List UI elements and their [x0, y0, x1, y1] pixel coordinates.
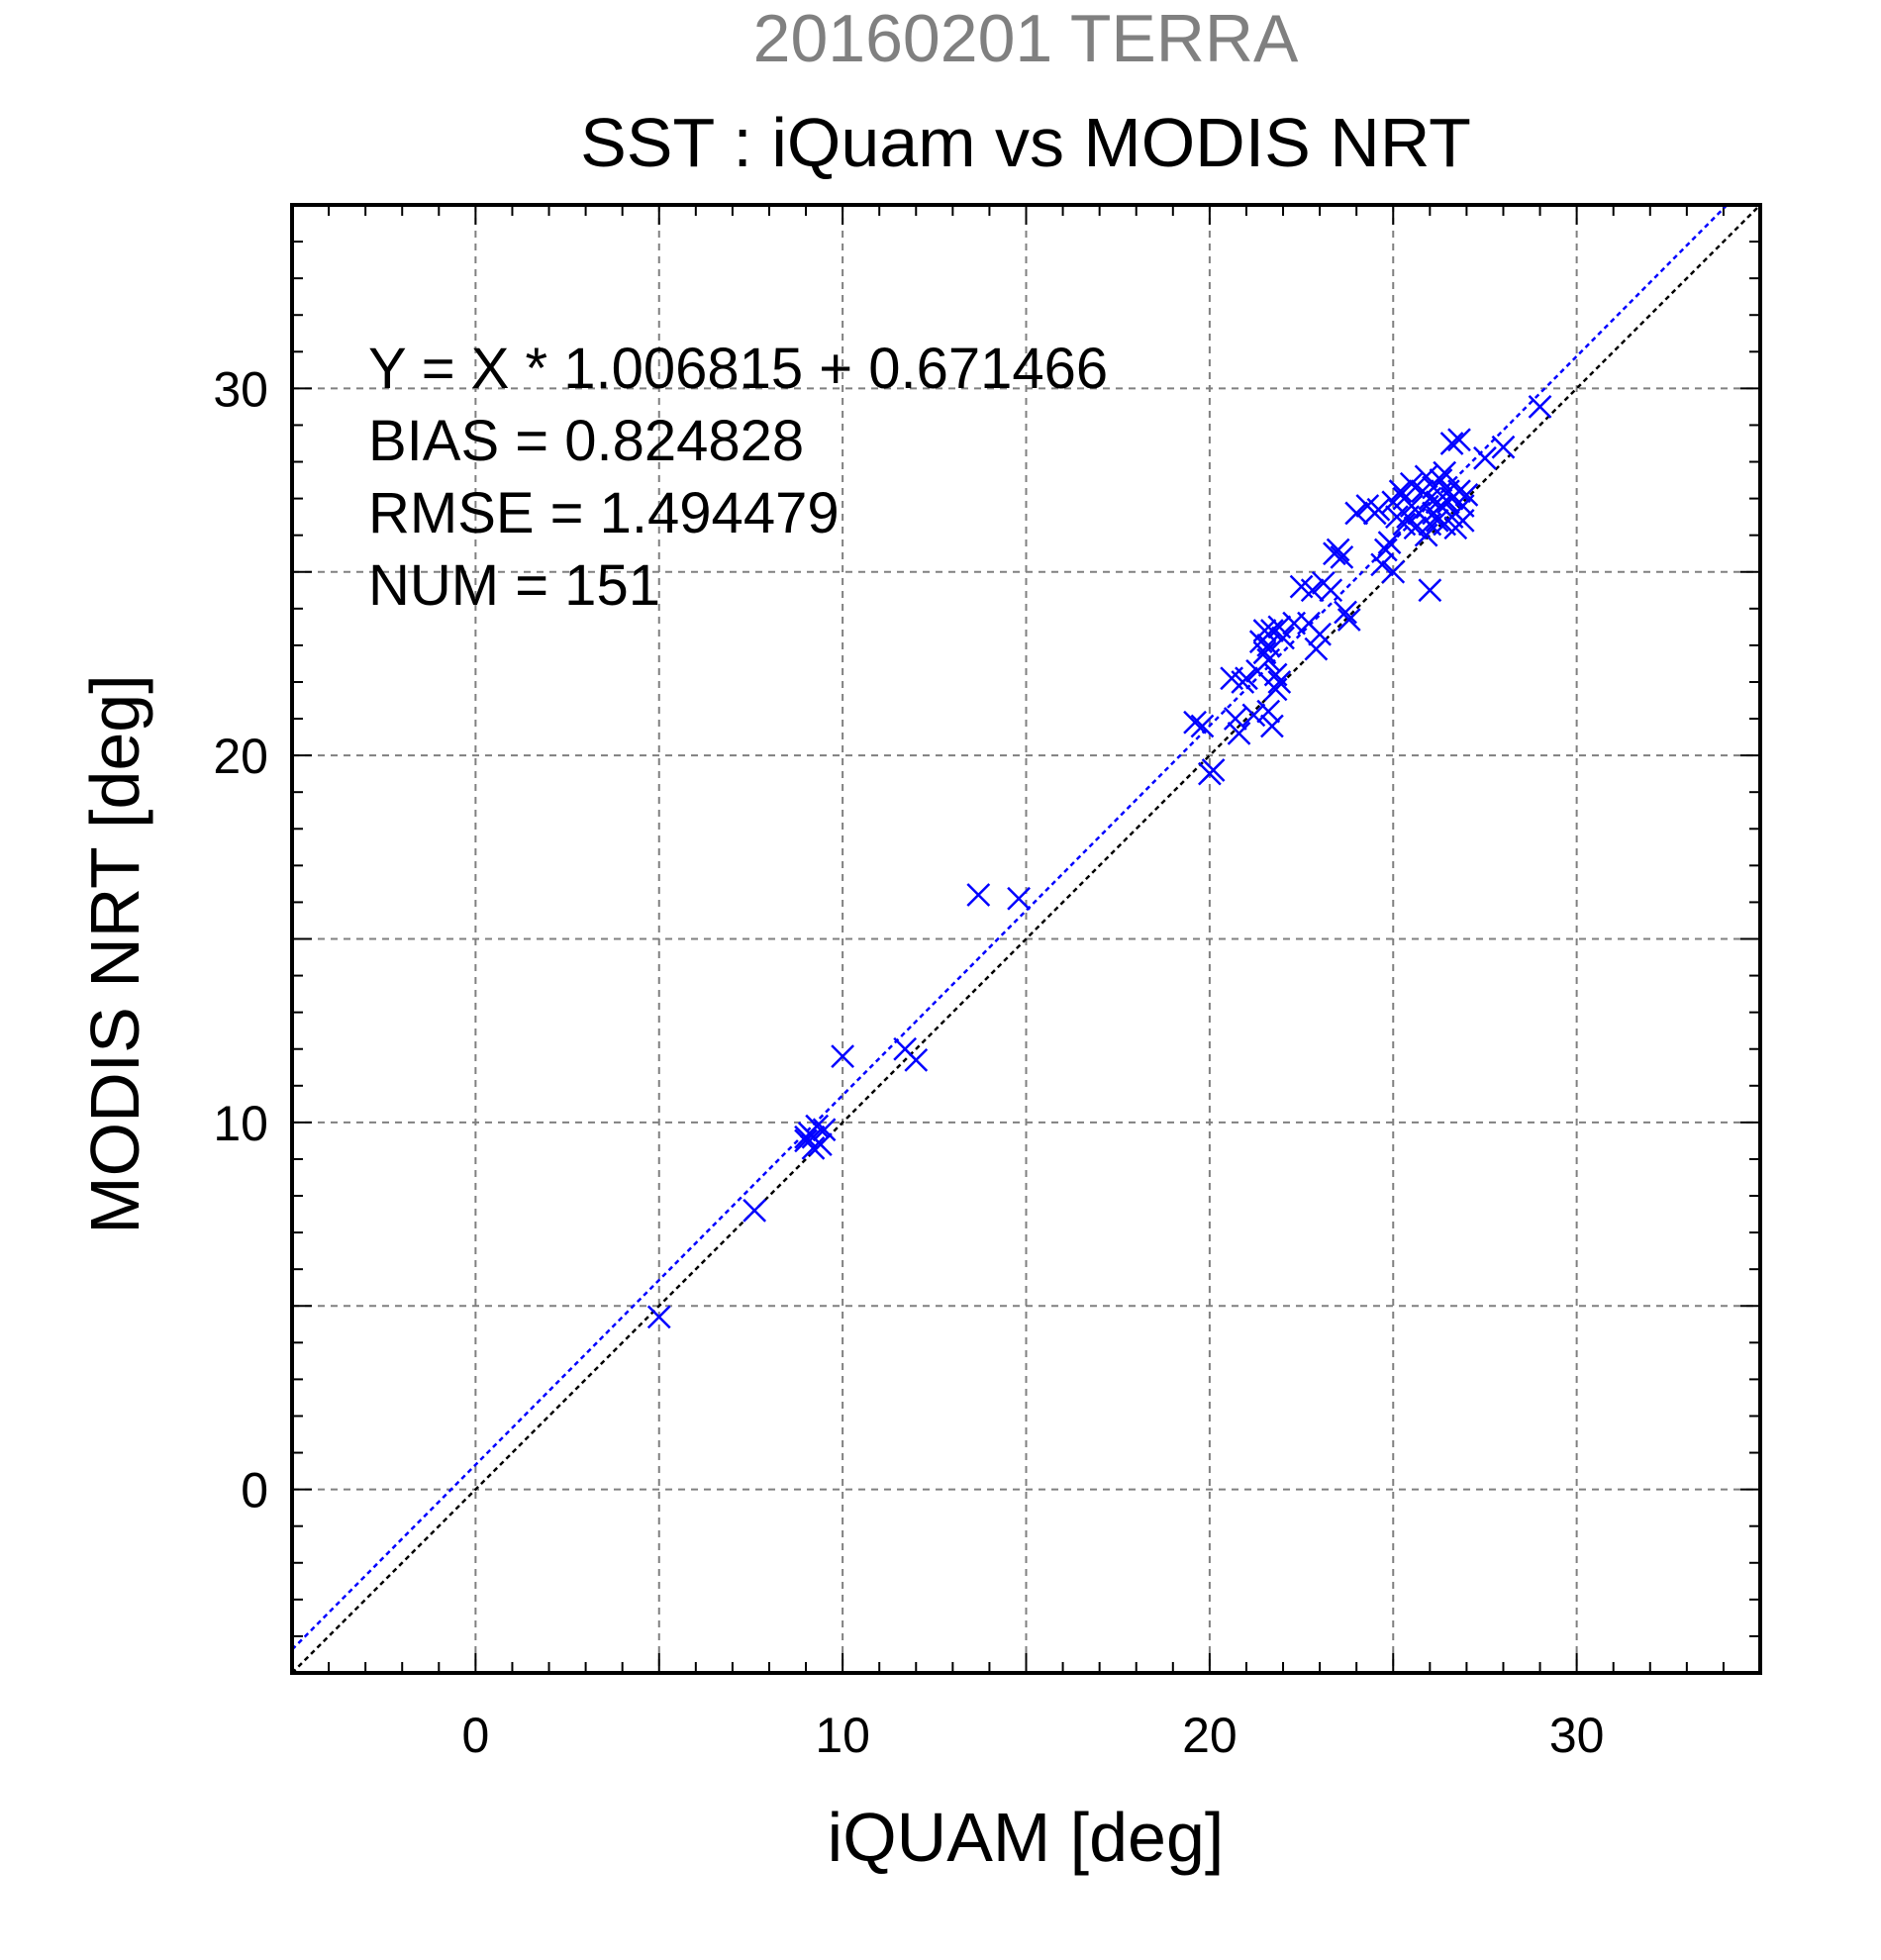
data-point	[1450, 508, 1475, 533]
stats-line: RMSE = 1.494479	[368, 481, 840, 545]
data-point	[1473, 445, 1497, 470]
data-point	[1235, 666, 1258, 691]
data-point	[1267, 670, 1292, 694]
data-point	[1439, 432, 1464, 455]
data-point	[1260, 619, 1284, 642]
stats-line: Y = X * 1.006815 + 0.671466	[368, 337, 1108, 401]
data-point	[1388, 479, 1413, 504]
reference-lines	[291, 204, 1761, 1674]
data-point	[1260, 714, 1284, 738]
x-tick-label: 10	[815, 1708, 870, 1763]
grid-lines	[292, 205, 1760, 1673]
data-point	[1344, 501, 1369, 526]
x-tick-label: 20	[1182, 1708, 1238, 1763]
data-point	[1373, 538, 1398, 562]
tick-labels: 0 10 20 30 0 10 20 30	[213, 361, 1604, 1763]
data-point	[1308, 622, 1332, 646]
stats-line: BIAS = 0.824828	[368, 409, 804, 473]
data-point	[904, 1047, 929, 1072]
chart-title: 20160201 TERRA	[753, 1, 1299, 76]
data-point	[831, 1044, 855, 1069]
data-point	[1227, 721, 1251, 745]
y-tick-label: 0	[241, 1463, 268, 1519]
data-point	[1256, 699, 1281, 724]
data-point	[1336, 608, 1361, 632]
x-tick-label: 30	[1549, 1708, 1605, 1763]
data-point	[1319, 578, 1343, 603]
data-point	[1414, 464, 1438, 489]
data-point	[1425, 508, 1449, 533]
data-point	[1201, 758, 1226, 782]
data-point	[1241, 703, 1266, 728]
data-point	[1447, 479, 1471, 504]
data-point	[1491, 435, 1516, 459]
data-point	[1252, 640, 1277, 665]
stats-line: NUM = 151	[368, 553, 660, 618]
data-point	[1377, 531, 1402, 554]
plot-frame	[290, 203, 1762, 1675]
data-point	[1223, 707, 1247, 731]
fit-line	[291, 204, 1729, 1651]
data-point	[742, 1198, 767, 1223]
data-point	[1330, 545, 1354, 569]
data-point	[1300, 578, 1325, 603]
data-point	[794, 1125, 818, 1149]
y-tick-label: 20	[213, 729, 268, 784]
data-point	[1418, 578, 1442, 603]
identity-line	[291, 204, 1761, 1674]
x-tick-label: 0	[461, 1708, 489, 1763]
data-point	[1183, 710, 1207, 735]
data-point	[1190, 714, 1215, 738]
data-point	[1381, 559, 1406, 584]
data-point	[1252, 619, 1277, 642]
data-point	[801, 1135, 826, 1160]
data-point	[1528, 395, 1552, 419]
chart-subtitle: SST : iQuam vs MODIS NRT	[580, 104, 1471, 181]
fit-statistics: Y = X * 1.006815 + 0.671466 BIAS = 0.8248…	[368, 337, 1108, 618]
data-point	[1433, 460, 1457, 485]
data-point	[1271, 626, 1295, 650]
data-point	[1366, 497, 1391, 522]
data-point	[1454, 483, 1479, 507]
y-tick-label: 10	[213, 1096, 268, 1151]
data-point	[1334, 600, 1357, 625]
data-point	[1429, 468, 1453, 492]
data-point	[1447, 428, 1471, 452]
data-point	[808, 1132, 833, 1157]
data-point	[1263, 677, 1288, 702]
data-point	[1403, 516, 1428, 540]
data-point	[646, 1305, 671, 1329]
data-point	[1326, 538, 1350, 562]
data-point	[1370, 552, 1395, 577]
y-axis-label: MODIS NRT [deg]	[76, 674, 153, 1233]
x-axis-label: iQUAM [deg]	[828, 1799, 1225, 1876]
data-point	[812, 1118, 837, 1142]
data-point	[966, 883, 991, 907]
data-points	[646, 395, 1552, 1329]
data-point	[1256, 647, 1281, 672]
data-point	[1399, 471, 1424, 496]
data-point	[1007, 886, 1031, 911]
data-point	[1304, 637, 1329, 661]
y-tick-label: 30	[213, 361, 268, 417]
